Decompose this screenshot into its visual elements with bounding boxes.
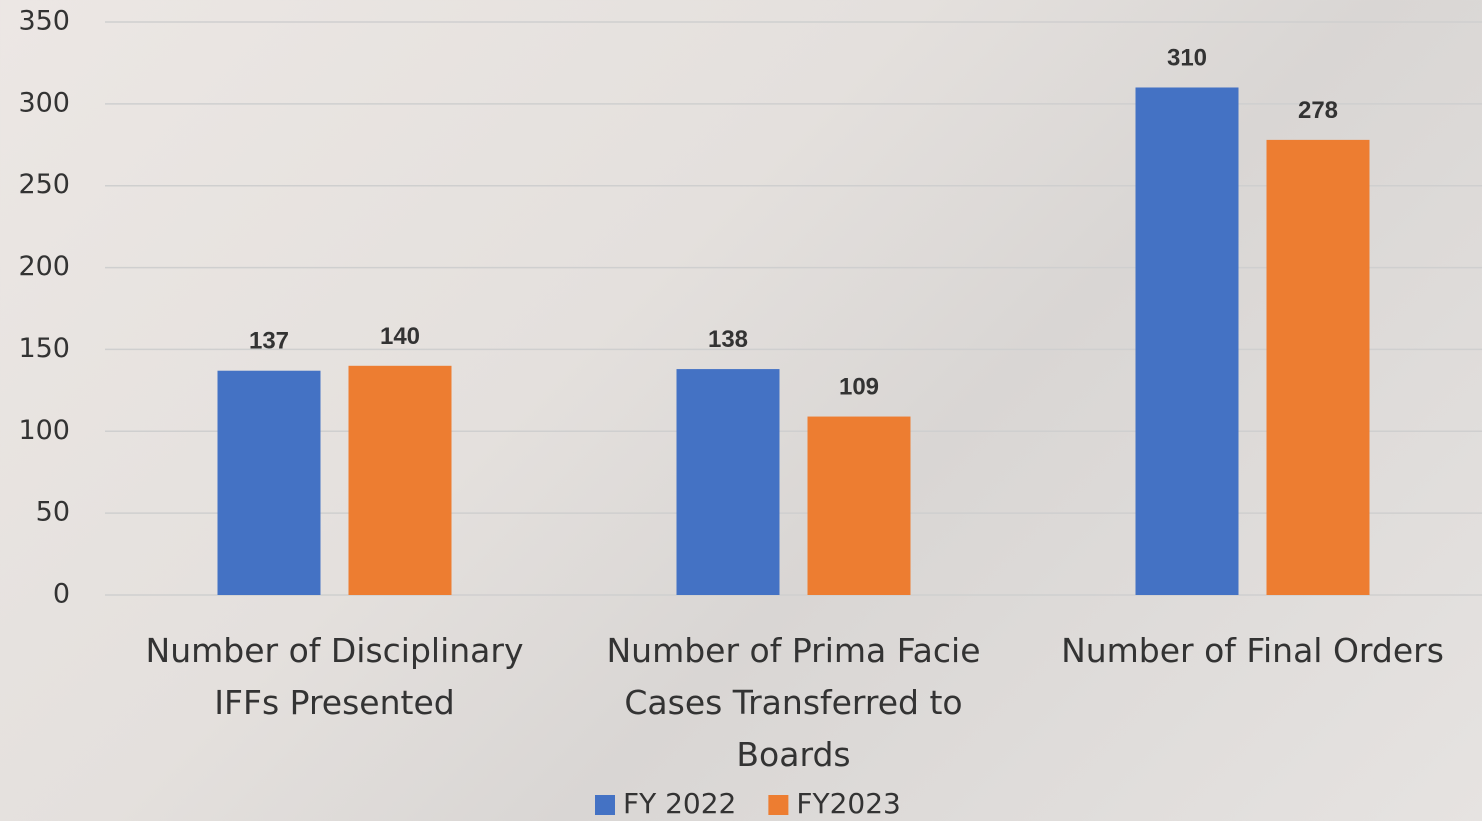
legend-swatch <box>595 795 615 815</box>
value-label: 278 <box>1298 97 1338 124</box>
y-tick-label: 300 <box>18 87 70 118</box>
value-label: 137 <box>249 328 289 355</box>
x-tick-label-line: Boards <box>736 735 850 774</box>
bar <box>1135 87 1239 595</box>
legend-label: FY2023 <box>796 787 900 820</box>
y-tick-label: 200 <box>18 251 70 282</box>
bar <box>348 365 452 595</box>
legend-swatch <box>768 795 789 815</box>
x-tick-label-line: Number of Prima Facie <box>606 631 980 670</box>
bar <box>1266 139 1370 596</box>
x-tick-label-line: IFFs Presented <box>214 683 454 722</box>
x-tick-label-line: Number of Disciplinary <box>146 631 524 670</box>
y-tick-label: 100 <box>18 415 70 446</box>
value-label: 138 <box>708 326 748 353</box>
value-label: 140 <box>380 323 420 350</box>
bar <box>807 416 911 595</box>
y-tick-label: 350 <box>18 6 70 37</box>
x-tick-label-line: Cases Transferred to <box>624 683 962 722</box>
y-tick-label: 150 <box>18 333 70 364</box>
x-tick-label: Number of Final Orders <box>1061 631 1444 670</box>
value-label: 310 <box>1167 44 1207 71</box>
x-tick-label-line: Number of Final Orders <box>1061 631 1444 670</box>
x-tick-label: Number of Prima Facie Cases Transferred t… <box>606 631 980 774</box>
bar <box>217 370 321 595</box>
y-tick-label: 0 <box>53 579 70 610</box>
x-tick-label: Number of Disciplinary IFFs Presented <box>146 631 524 722</box>
legend-label: FY 2022 <box>623 787 736 820</box>
y-tick-label: 250 <box>18 169 70 200</box>
value-label: 109 <box>839 374 879 401</box>
y-tick-label: 50 <box>36 497 70 528</box>
bar <box>676 369 780 595</box>
